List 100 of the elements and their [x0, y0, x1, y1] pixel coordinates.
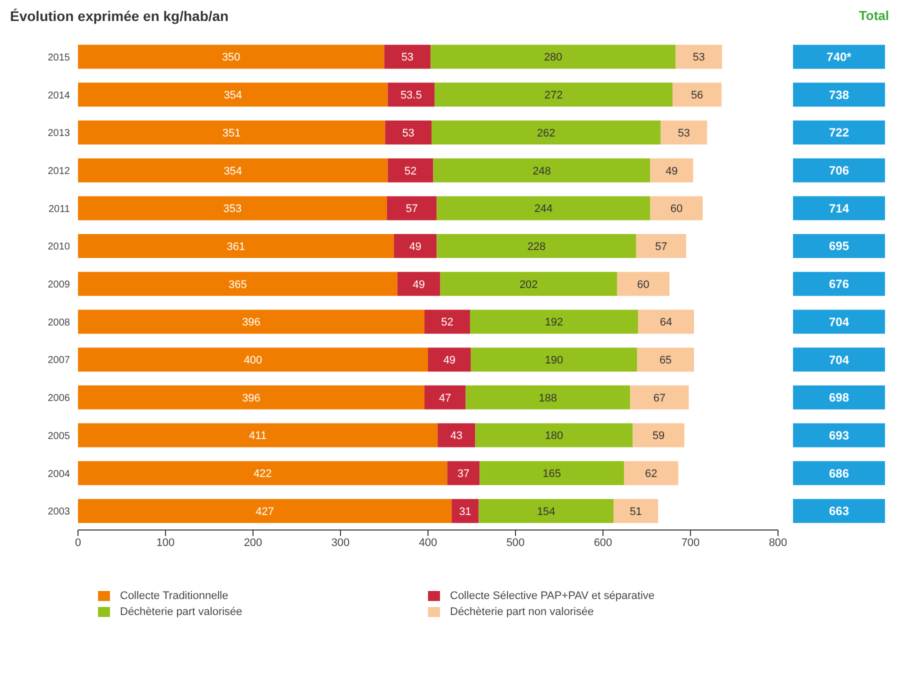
data-label: 57: [406, 203, 418, 216]
data-label: 365: [228, 278, 247, 291]
data-label: 228: [527, 240, 546, 253]
data-label: 37: [457, 468, 470, 480]
data-label: 60: [637, 278, 650, 291]
bar: [672, 82, 722, 107]
data-label: 56: [690, 90, 704, 102]
text: 714: [828, 201, 850, 216]
text: 693: [828, 428, 850, 442]
bar: [470, 348, 638, 372]
data-label: 67: [653, 392, 666, 404]
bar: [466, 385, 630, 410]
bar: [614, 498, 658, 523]
data-label: 411: [249, 430, 267, 442]
bar: [428, 348, 471, 372]
bar: [78, 82, 388, 107]
data-label: 354: [224, 90, 242, 102]
text: Total: [858, 8, 889, 24]
text: 704: [828, 352, 850, 367]
data-label: 202: [519, 278, 538, 291]
data-label: 62: [645, 468, 658, 480]
data-label: 49: [666, 165, 678, 178]
legend-label: Collecte Sélective PAP+PAV et séparative: [449, 590, 656, 602]
bar: [660, 120, 708, 145]
y-tick-label: 2011: [48, 204, 70, 215]
bar: [440, 272, 617, 296]
data-label: 350: [222, 52, 240, 64]
data-label: 57: [655, 240, 668, 253]
bar: [386, 196, 437, 220]
data-label: 280: [544, 52, 562, 64]
bar: [78, 44, 384, 69]
data-label: 353: [223, 203, 242, 216]
bar: [78, 498, 452, 523]
bar: [638, 310, 694, 334]
bar: [78, 310, 424, 334]
x-tick-label: 700: [681, 536, 700, 549]
bar: [475, 423, 633, 448]
x-tick-label: 800: [768, 536, 788, 549]
bar: [78, 120, 386, 145]
text: 738: [828, 88, 850, 102]
y-tick-label: 2006: [48, 393, 70, 404]
data-label: 427: [256, 506, 274, 518]
bar: [432, 120, 661, 145]
y-tick-label: 2009: [48, 280, 70, 291]
data-label: 154: [536, 506, 556, 518]
bar: [78, 423, 438, 448]
x-tick-label: 300: [331, 536, 350, 549]
data-label: 64: [660, 316, 672, 329]
data-label: 262: [536, 127, 556, 140]
data-label: 31: [459, 506, 472, 518]
data-label: 351: [222, 127, 241, 140]
data-label: 53: [401, 52, 414, 64]
text: 686: [828, 466, 850, 480]
bar: [388, 158, 434, 182]
legend-label: Déchèterie part valorisée: [119, 606, 244, 618]
bar: [436, 234, 636, 258]
data-label: 53: [678, 127, 690, 140]
bar: [78, 234, 394, 258]
bar: [624, 461, 678, 486]
bar: [394, 234, 437, 258]
text: 706: [828, 164, 850, 178]
y-tick-label: 2014: [48, 90, 70, 102]
bar: [447, 461, 480, 486]
y-tick-label: 2008: [48, 317, 70, 328]
bar: [650, 196, 703, 220]
bar: [617, 272, 670, 296]
data-label: 53.5: [400, 90, 422, 102]
bar: [436, 196, 650, 220]
y-tick-label: 2012: [48, 166, 70, 178]
data-label: 396: [242, 392, 260, 404]
data-label: 422: [253, 468, 272, 480]
bar: [438, 423, 476, 448]
data-label: 361: [226, 240, 246, 253]
text: 704: [828, 314, 850, 329]
bar: [632, 423, 684, 448]
data-label: 47: [438, 392, 452, 404]
y-tick-label: 2007: [48, 355, 70, 366]
x-tick-label: 500: [506, 536, 525, 549]
data-label: 248: [532, 165, 551, 178]
legend-label: Déchèterie part non valorisée: [449, 606, 595, 618]
data-label: 59: [652, 430, 665, 442]
data-label: 49: [409, 240, 422, 253]
bar: [78, 196, 387, 220]
data-label: 190: [544, 354, 564, 366]
bar: [424, 385, 466, 410]
data-label: 165: [542, 468, 561, 480]
bar: [430, 44, 676, 69]
data-label: 49: [412, 278, 425, 291]
x-tick-label: 100: [156, 536, 175, 549]
data-label: 60: [670, 203, 683, 216]
y-tick-label: 2004: [48, 468, 70, 480]
x-tick-label: 600: [594, 536, 612, 549]
data-label: 180: [544, 430, 564, 442]
text: 740*: [826, 50, 852, 64]
x-tick-label: 400: [418, 536, 438, 549]
bar: [397, 272, 440, 296]
bar: [452, 498, 479, 523]
bar: [434, 82, 673, 107]
bar: [424, 310, 470, 334]
chart-title: Évolution exprimée en kg/hab/an: [10, 8, 229, 24]
